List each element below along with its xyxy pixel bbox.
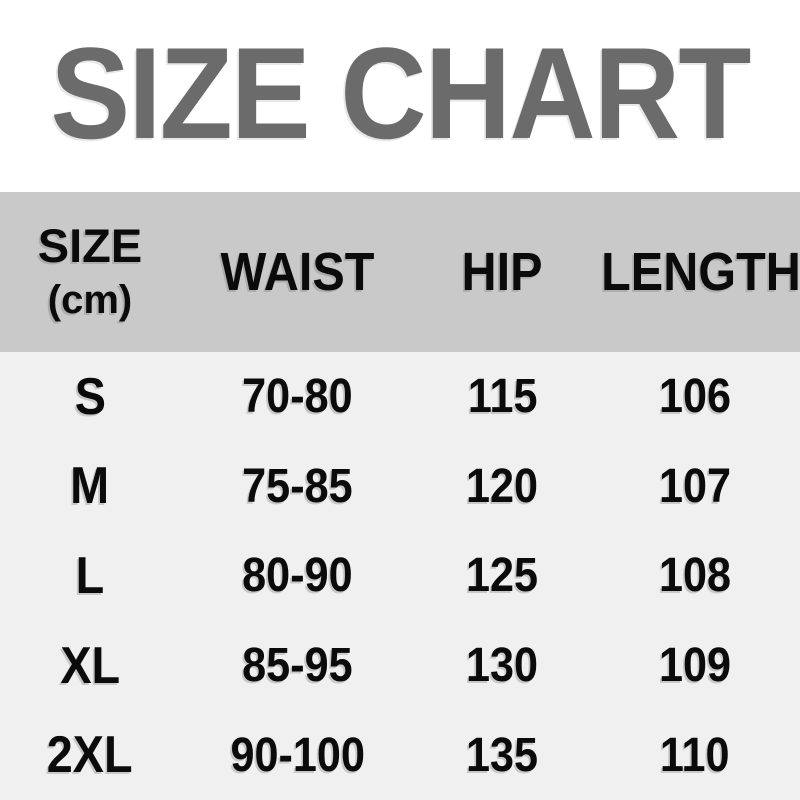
column-header-waist: WAIST <box>180 241 415 303</box>
waist-cell: 85-95 <box>180 638 415 693</box>
hip-cell: 130 <box>415 638 590 693</box>
size-cell: 2XL <box>0 725 180 785</box>
column-header-hip: HIP <box>415 241 590 303</box>
waist-value: 75-85 <box>242 459 353 513</box>
length-cell: 108 <box>590 548 800 603</box>
size-value: M <box>70 457 110 516</box>
waist-cell: 75-85 <box>180 459 415 514</box>
length-cell: 106 <box>590 369 800 424</box>
column-header-length: LENGTH <box>590 241 800 303</box>
hip-cell: 125 <box>415 548 590 603</box>
waist-cell: 70-80 <box>180 369 415 424</box>
column-header-size-unit: (cm) <box>47 278 133 323</box>
hip-value: 115 <box>467 370 538 424</box>
table-row-2xl: 2XL 90-100 135 110 <box>0 710 800 800</box>
table-row-xl: XL 85-95 130 109 <box>0 621 800 711</box>
table-row-m: M 75-85 120 107 <box>0 442 800 532</box>
hip-value: 125 <box>466 549 539 603</box>
length-value: 108 <box>658 549 732 603</box>
size-cell: XL <box>0 636 180 696</box>
hip-value: 120 <box>466 459 539 513</box>
size-cell: M <box>0 456 180 516</box>
page-title: SIZE CHART <box>20 28 780 164</box>
size-value: XL <box>60 636 120 695</box>
size-cell: L <box>0 546 180 606</box>
waist-value: 80-90 <box>242 549 353 603</box>
table-row-s: S 70-80 115 106 <box>0 352 800 442</box>
waist-value: 90-100 <box>230 728 365 782</box>
hip-value: 130 <box>466 639 539 693</box>
hip-value: 135 <box>466 728 539 782</box>
title-area: SIZE CHART <box>0 0 800 192</box>
column-header-waist-label: WAIST <box>220 242 375 302</box>
length-cell: 110 <box>590 728 800 783</box>
size-cell: S <box>0 367 180 427</box>
column-header-hip-label: HIP <box>461 242 544 302</box>
table-header-row: SIZE (cm) WAIST HIP LENGTH <box>0 192 800 352</box>
column-header-length-label: LENGTH <box>601 242 800 302</box>
length-cell: 109 <box>590 638 800 693</box>
length-cell: 107 <box>590 459 800 514</box>
size-value: S <box>74 367 106 426</box>
length-value: 107 <box>658 459 732 513</box>
table-header-band: SIZE (cm) WAIST HIP LENGTH <box>0 192 800 352</box>
hip-cell: 115 <box>415 369 590 424</box>
hip-cell: 135 <box>415 728 590 783</box>
length-value: 106 <box>658 370 732 424</box>
length-value: 110 <box>660 728 730 782</box>
page-title-text: SIZE CHART <box>50 20 751 166</box>
waist-cell: 80-90 <box>180 548 415 603</box>
table-body: S 70-80 115 106 M 75-85 120 107 L 80-90 … <box>0 352 800 800</box>
length-value: 109 <box>658 639 732 693</box>
column-header-size: SIZE (cm) <box>0 219 180 325</box>
table-row-l: L 80-90 125 108 <box>0 531 800 621</box>
waist-value: 85-95 <box>242 639 353 693</box>
size-value: 2XL <box>47 726 133 785</box>
waist-cell: 90-100 <box>180 728 415 783</box>
waist-value: 70-80 <box>242 370 353 424</box>
size-value: L <box>75 546 105 605</box>
column-header-size-label: SIZE <box>37 218 143 272</box>
hip-cell: 120 <box>415 459 590 514</box>
